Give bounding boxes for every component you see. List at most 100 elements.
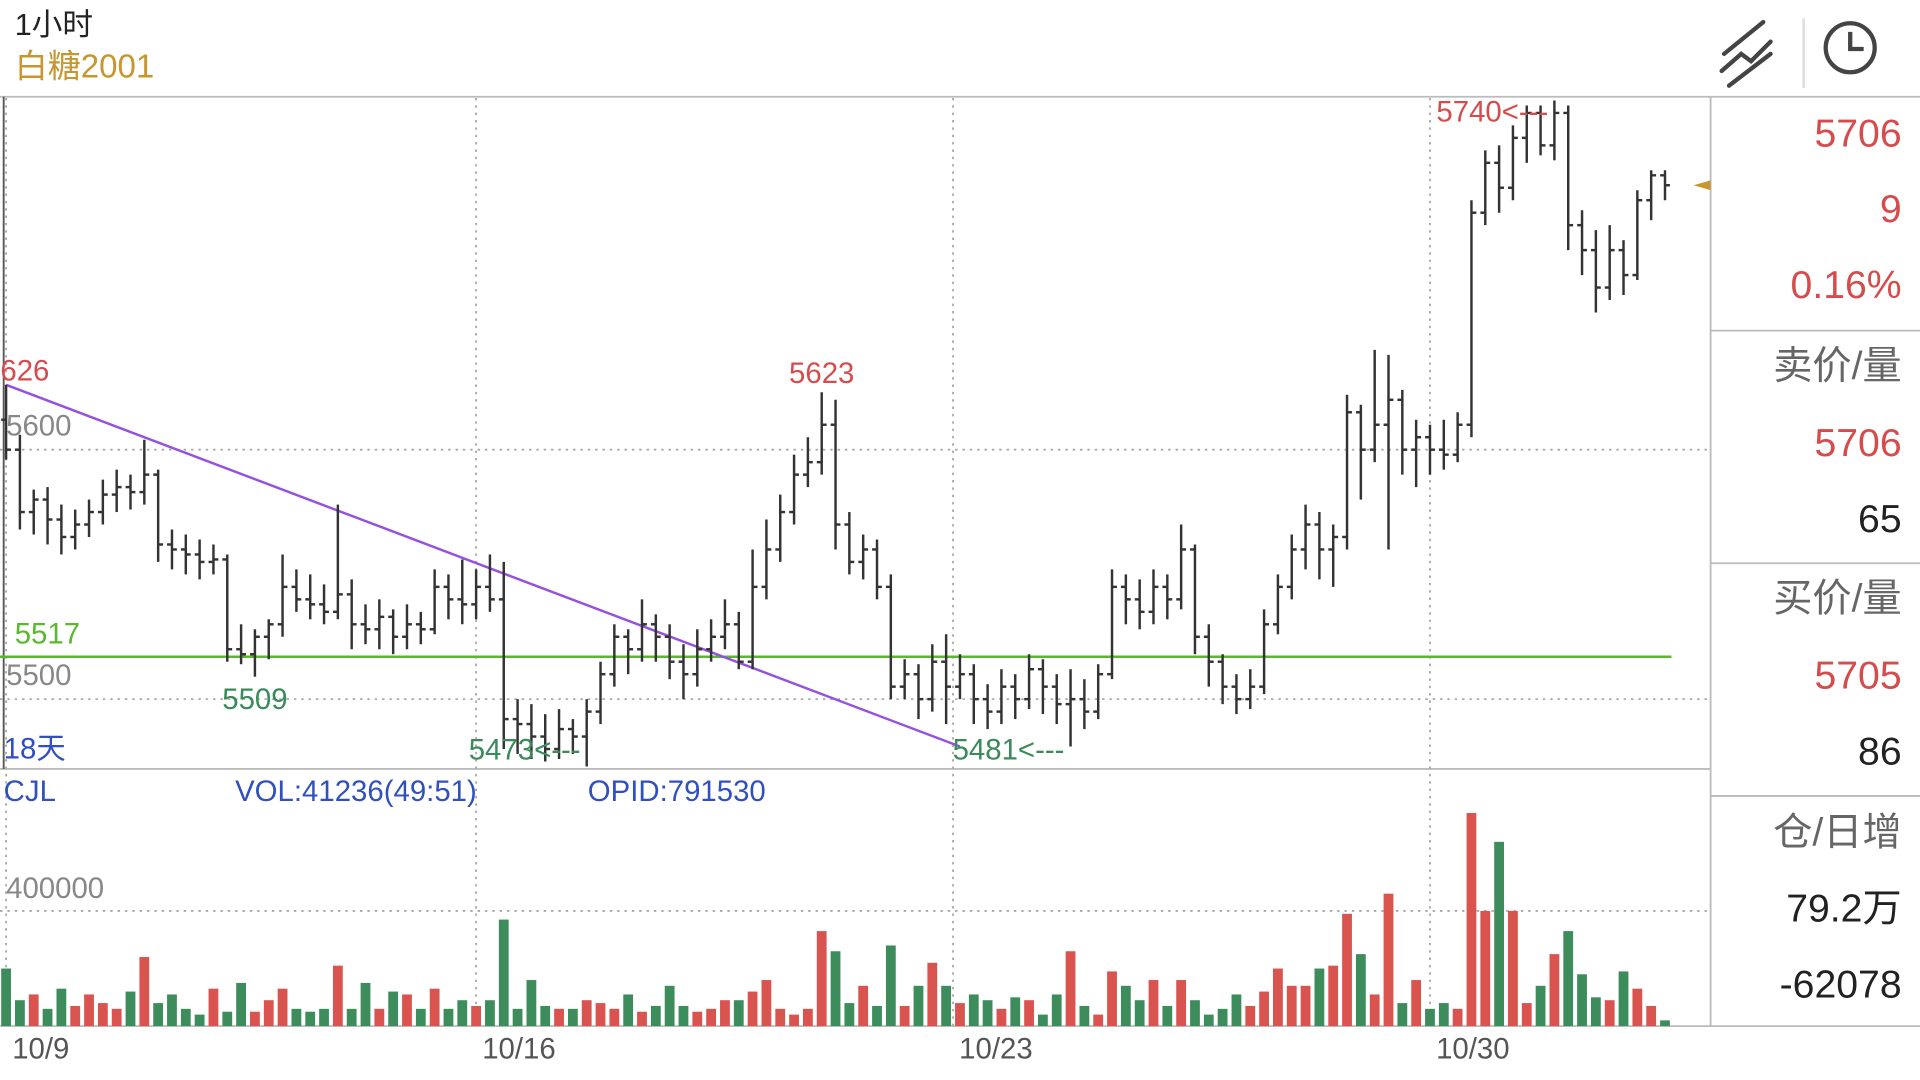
- volume-bar: [180, 1008, 191, 1027]
- volume-bar: [360, 982, 371, 1027]
- volume-bar: [1217, 1008, 1228, 1027]
- volume-bar: [1438, 1003, 1449, 1027]
- volume-bar: [1452, 1008, 1463, 1027]
- volume-bar: [291, 1008, 302, 1027]
- extreme-label: 5623: [789, 357, 854, 390]
- volume-bar: [415, 1008, 426, 1027]
- last-price: 5706: [1814, 112, 1901, 155]
- volume-bar: [844, 1003, 855, 1027]
- y-tick-label: 5600: [6, 409, 71, 442]
- oi-change: -62078: [1780, 963, 1902, 1006]
- grid: [0, 97, 1711, 1027]
- extreme-label: 5740<---: [1436, 96, 1548, 129]
- volume-bar: [609, 1008, 620, 1027]
- volume-bar: [1590, 997, 1601, 1027]
- volume-bar: [1038, 1014, 1048, 1027]
- support-label: 5517: [15, 618, 80, 651]
- x-tick-label: 10/9: [12, 1032, 69, 1065]
- trend-line: [5, 383, 961, 748]
- volume-bar: [1646, 1005, 1657, 1027]
- volume-bar: [761, 980, 772, 1027]
- volume-bar: [208, 988, 219, 1027]
- volume-bar: [236, 982, 246, 1027]
- volume-bar: [111, 1008, 122, 1027]
- volume-bar: [1010, 997, 1021, 1027]
- volume-bar: [1632, 988, 1643, 1027]
- volume-bar: [1466, 813, 1477, 1027]
- volume-bar: [153, 1003, 164, 1027]
- volume-bar: [927, 962, 938, 1027]
- period-label: 18天: [4, 732, 66, 765]
- volume-bar: [1618, 971, 1629, 1027]
- volume-bar: [941, 985, 952, 1027]
- volume-bar: [1120, 985, 1131, 1027]
- volume-bar: [706, 1008, 717, 1027]
- change: 9: [1880, 188, 1902, 231]
- volume-bar: [540, 1005, 551, 1027]
- volume-bar: [1425, 1008, 1435, 1027]
- y-tick-label: 5500: [6, 659, 71, 692]
- volume-bar: [637, 1011, 647, 1027]
- y-tick-label: 400000: [6, 872, 104, 905]
- volume-bar: [1494, 841, 1504, 1027]
- volume-bar: [664, 985, 675, 1027]
- volume-bar: [1065, 951, 1076, 1027]
- volume-bar: [263, 1000, 274, 1027]
- volume-bar: [982, 1000, 993, 1027]
- volume-bar: [789, 1014, 799, 1027]
- volume-bar: [1660, 1020, 1670, 1027]
- volume-bar: [388, 991, 399, 1027]
- volume-bar: [1411, 980, 1422, 1027]
- volume-bar: [485, 1000, 495, 1027]
- open-interest: 79.2万: [1786, 887, 1901, 930]
- volume-bar: [1383, 893, 1394, 1027]
- volume-bar: [374, 1008, 385, 1027]
- symbol: 白糖2001: [15, 48, 155, 85]
- x-tick-label: 10/16: [482, 1032, 556, 1065]
- volume-bar: [733, 1000, 744, 1027]
- volume-bar: [595, 1003, 606, 1027]
- volume-bar: [1134, 1000, 1145, 1027]
- volume-bar: [1231, 994, 1242, 1027]
- volume-bar: [1, 968, 11, 1027]
- volume-bar: [692, 1011, 703, 1027]
- volume-bar: [457, 1000, 468, 1027]
- volume-bar: [429, 988, 440, 1027]
- time-button[interactable]: [1823, 21, 1877, 75]
- bid: 5705: [1814, 655, 1901, 698]
- extreme-label: 5481<---: [953, 734, 1065, 767]
- volume-bar: [1273, 968, 1283, 1027]
- volume-bar: [1369, 994, 1380, 1027]
- draw-tool-button[interactable]: [1719, 19, 1773, 88]
- bid-label: 买价/量: [1773, 578, 1901, 621]
- indicator-label: OPID:791530: [588, 775, 766, 808]
- ask: 5706: [1814, 422, 1901, 465]
- volume-bar: [332, 965, 343, 1027]
- quote-panel: 5706 9 0.16% 卖价/量 5706 65 买价/量 5705 86 仓…: [1773, 112, 1901, 1006]
- volume-bar: [1148, 980, 1159, 1027]
- volume-bar: [1176, 980, 1187, 1027]
- volume-bar: [443, 1008, 454, 1027]
- volume-bar: [70, 1005, 81, 1027]
- volume-bar: [1314, 968, 1325, 1027]
- volume-bar: [775, 1008, 786, 1027]
- volume-bar: [650, 1005, 661, 1027]
- volume-bar: [885, 945, 896, 1027]
- volume-bar: [1190, 1000, 1200, 1027]
- volume-bar: [1259, 991, 1269, 1027]
- volume-bar: [56, 988, 67, 1027]
- volume-bar: [471, 1005, 482, 1027]
- x-tick-label: 10/30: [1436, 1032, 1510, 1065]
- labels: 10/9 10/16 10/23 10/30 5600 5500 5517 18天 400000…: [4, 180, 1711, 1065]
- volume-bar: [1286, 985, 1297, 1027]
- extreme-label: 5473<---: [469, 734, 581, 767]
- volume-bar: [581, 1000, 592, 1027]
- extreme-label: 5509: [222, 683, 287, 716]
- volume-bar: [996, 1008, 1007, 1027]
- volume-bar: [623, 994, 634, 1027]
- volume-bar: [1245, 1005, 1256, 1027]
- volume-bar: [1535, 985, 1546, 1027]
- price-panel: 5626 5509 5473<--- 5623 5481<--- 5740<---: [0, 96, 1672, 767]
